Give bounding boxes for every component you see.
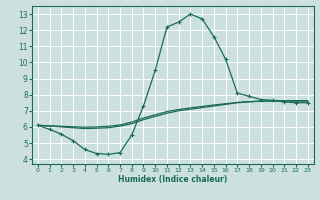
X-axis label: Humidex (Indice chaleur): Humidex (Indice chaleur) (118, 175, 228, 184)
